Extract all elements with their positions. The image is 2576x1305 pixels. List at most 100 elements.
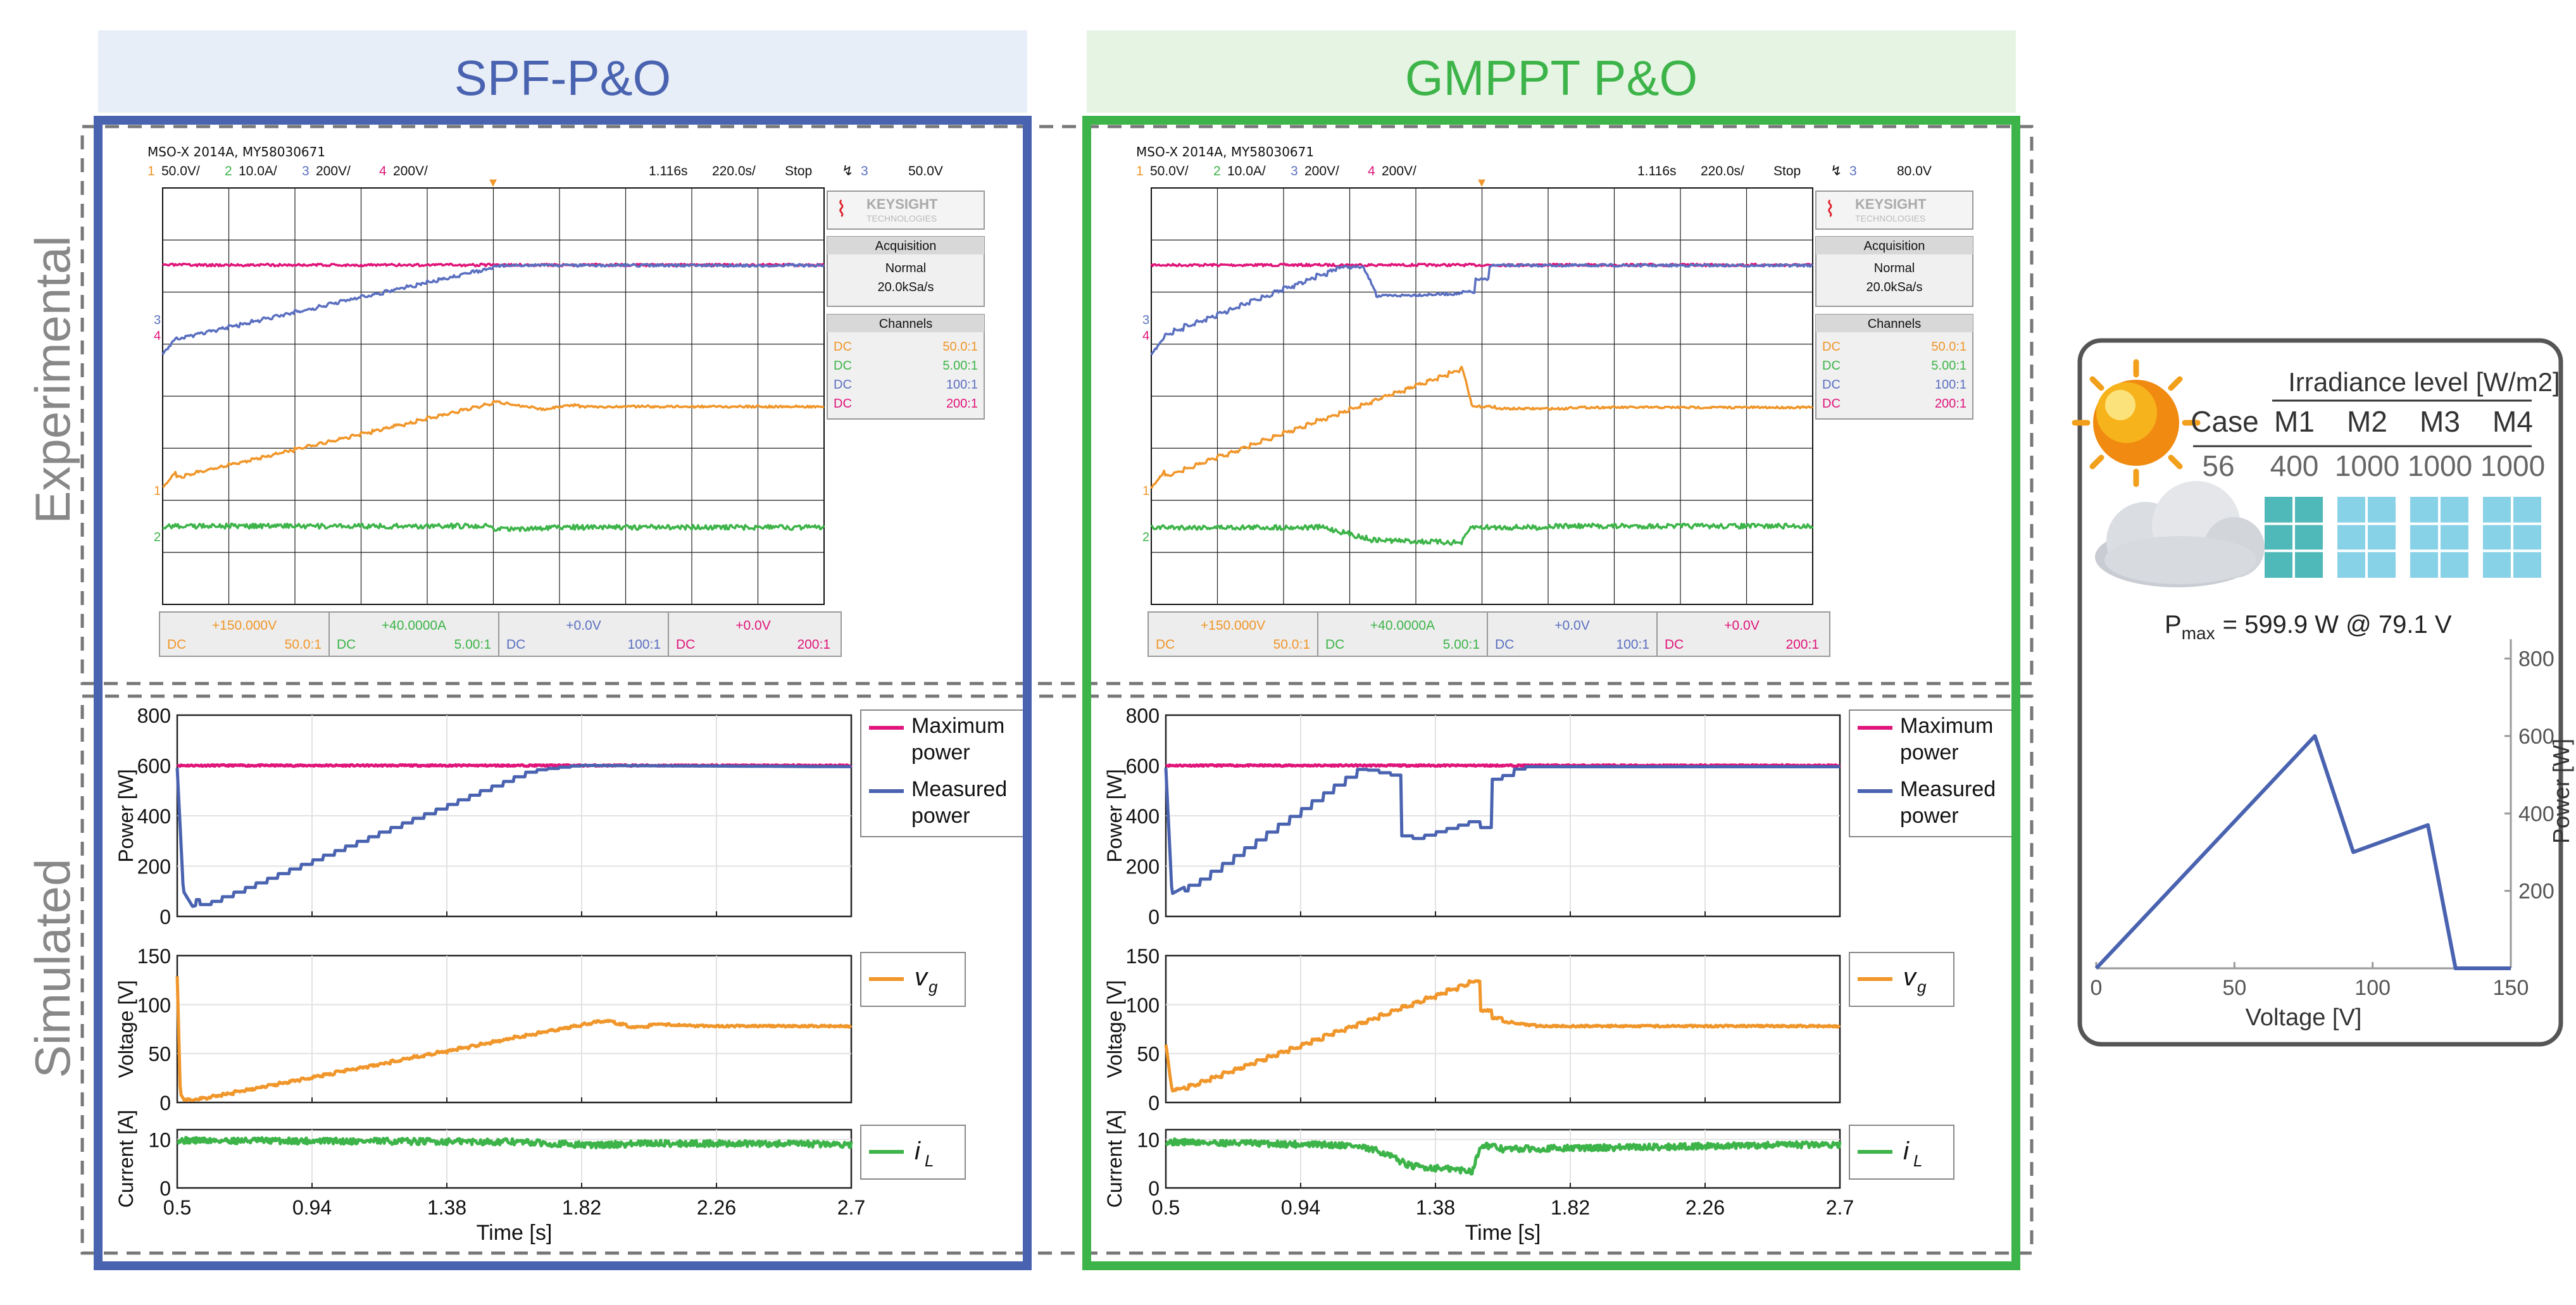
acq-title-bar <box>1816 237 1973 254</box>
left-column-frame <box>94 116 1032 1270</box>
bottom-coupling: DC <box>337 637 356 652</box>
y-axis-label: Power [W] <box>115 769 137 863</box>
scope-ch-num: 4 <box>379 164 387 178</box>
y-tick-label: 800 <box>137 704 171 727</box>
plot-frame <box>1165 1128 1841 1189</box>
legend-box <box>1849 709 2016 837</box>
pv-x-tick-label: 0 <box>2091 976 2103 1000</box>
scope-ch-scale: 200V/ <box>1382 164 1416 178</box>
bottom-coupling: DC <box>676 637 695 652</box>
scope-ch-scale: 200V/ <box>316 164 351 178</box>
pv-x-tick-label: 150 <box>2493 976 2529 1000</box>
channel-ratio: 50.0:1 <box>1931 340 1966 354</box>
legend-box <box>860 709 1027 837</box>
x-tick-label: 0.5 <box>1152 1196 1180 1219</box>
y-tick-label: 50 <box>1137 1043 1160 1066</box>
bottom-offset: +40.0000A <box>1370 618 1435 633</box>
bottom-bar <box>1147 611 1830 657</box>
bottom-offset: +0.0V <box>735 618 770 633</box>
legend-max-label-2: power <box>1900 740 1959 765</box>
scope-time: 1.116s <box>649 164 688 178</box>
case-label: Case <box>2191 405 2258 438</box>
scope-trig-ch: 3 <box>1849 164 1857 178</box>
scope-ch3-marker: 3 <box>154 313 161 327</box>
legend-max-label: Maximum <box>1900 714 1993 738</box>
legend-max-label-2: power <box>911 740 970 765</box>
brand-name: KEYSIGHT <box>1855 196 1927 212</box>
channel-coupling: DC <box>1822 359 1841 373</box>
x-axis-label: Time [s] <box>1465 1221 1541 1245</box>
y-tick-label: 200 <box>1126 856 1160 878</box>
scope-ch-num: 2 <box>225 164 232 178</box>
scope-stop: Stop <box>1773 164 1801 178</box>
scope-ch-scale: 200V/ <box>1304 164 1339 178</box>
x-tick-label: 2.7 <box>837 1196 865 1219</box>
scope-trig-marker: ▼ <box>487 176 499 190</box>
brand-sub: TECHNOLOGIES <box>866 213 937 223</box>
sun-icon <box>2072 359 2201 487</box>
scope-ch-scale: 10.0A/ <box>239 164 277 178</box>
y-axis-label: Current [A] <box>1103 1110 1126 1208</box>
y-tick-label: 150 <box>1126 945 1160 968</box>
y-tick-label: 150 <box>137 945 171 968</box>
left-header-title: SPF-P&O <box>454 50 671 106</box>
x-tick-label: 0.5 <box>163 1196 191 1219</box>
legend-il-sub: L <box>925 1151 934 1170</box>
scope-ch2-marker: 2 <box>154 530 161 544</box>
bottom-offset: +150.000V <box>1201 618 1265 633</box>
trigger-icon: ↯ <box>1830 163 1842 178</box>
pv-curve <box>2094 734 2511 970</box>
series-measured-power <box>175 764 852 908</box>
bottom-ratio: 5.00:1 <box>454 637 491 652</box>
pv-curve-chart: 0 50 100 150 200 400 600 800 Voltage [V] Power [W… <box>2091 639 2574 1031</box>
bottom-coupling: DC <box>1325 637 1344 652</box>
channel-ratio: 50.0:1 <box>942 340 978 354</box>
acq-rate: 20.0kSa/s <box>1866 280 1923 294</box>
pv-info-panel: Irradiance level [W/m2] Case 56 M1 400 M2 1… <box>2072 338 2574 1047</box>
y-tick-label: 800 <box>1126 704 1160 727</box>
bottom-ratio: 200:1 <box>797 637 830 652</box>
scope-ch-scale: 200V/ <box>393 164 428 178</box>
acq-title: Acquisition <box>1864 239 1925 253</box>
x-tick-label: 1.82 <box>1551 1196 1590 1219</box>
legend-meas-label-2: power <box>1900 804 1959 828</box>
legend-vg: v <box>915 963 928 991</box>
trigger-icon: ↯ <box>842 163 853 178</box>
bottom-ratio: 100:1 <box>627 637 661 652</box>
pv-y-tick-label: 200 <box>2518 880 2554 904</box>
scope-ch-scale: 50.0V/ <box>1150 164 1189 178</box>
series-il <box>176 1135 853 1150</box>
scope-timebase: 220.0s/ <box>712 164 756 178</box>
scope-ch4-marker: 4 <box>154 329 161 343</box>
channel-ratio: 200:1 <box>946 397 978 411</box>
channel-ratio: 100:1 <box>946 378 978 392</box>
channel-coupling: DC <box>834 378 852 392</box>
module-irradiance: 1000 <box>2480 449 2545 482</box>
module-irradiance: 1000 <box>2335 449 2399 482</box>
scope-ch-scale: 50.0V/ <box>161 164 200 178</box>
channel-coupling: DC <box>834 340 852 354</box>
cloud-icon <box>2095 481 2265 587</box>
legend-vg: v <box>1903 963 1917 991</box>
series-vg <box>175 976 853 1102</box>
bottom-ratio: 50.0:1 <box>1273 637 1310 652</box>
scope-model: MSO-X 2014A, MY58030671 <box>1136 144 1314 159</box>
irradiance-title: Irradiance level [W/m2] <box>2288 367 2560 397</box>
left-header-bg <box>98 30 1027 113</box>
channel-coupling: DC <box>1822 340 1841 354</box>
y-axis-label: Current [A] <box>115 1110 137 1208</box>
x-tick-label: 2.26 <box>697 1196 736 1219</box>
scope-trig-level: 80.0V <box>1897 164 1932 178</box>
y-tick-label: 0 <box>1148 906 1160 928</box>
channel-coupling: DC <box>834 359 852 373</box>
pmax-label: Pmax = 599.9 W @ 79.1 V <box>2165 611 2452 643</box>
scope-ch-num: 4 <box>1368 164 1375 178</box>
bottom-offset: +0.0V <box>566 618 601 633</box>
y-axis-label: Voltage [V] <box>115 980 137 1078</box>
scope-model: MSO-X 2014A, MY58030671 <box>147 144 325 159</box>
y-tick-label: 400 <box>1126 805 1160 828</box>
bottom-offset: +40.0000A <box>382 618 446 633</box>
